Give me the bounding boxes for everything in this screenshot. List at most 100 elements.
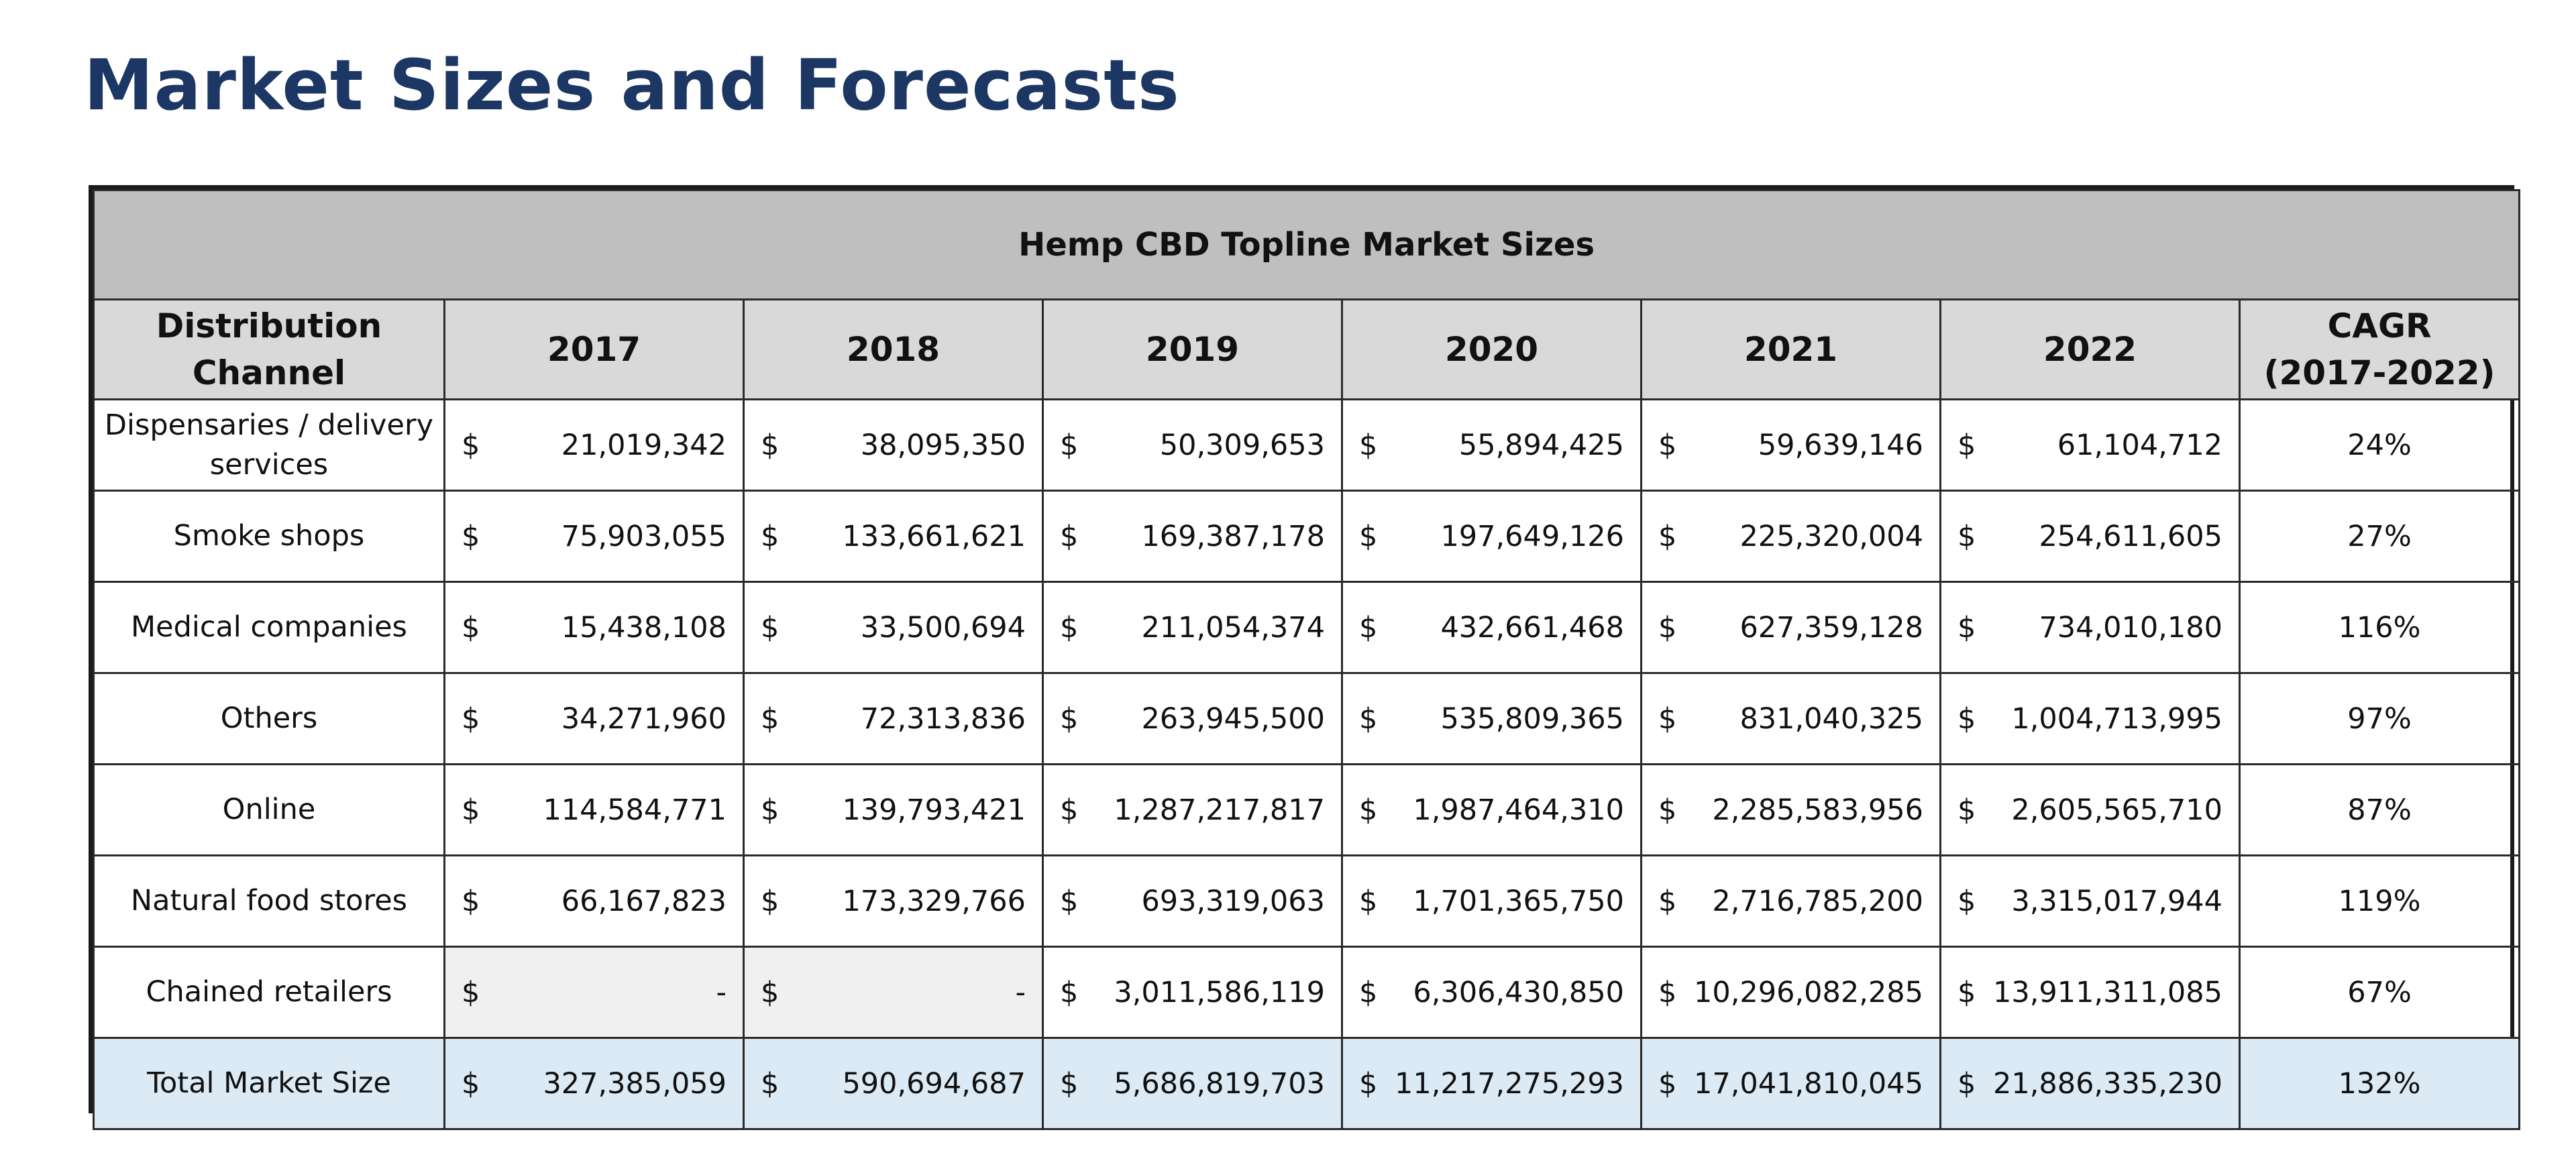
currency-symbol: $ xyxy=(761,610,780,645)
amount-value: 254,611,605 xyxy=(2039,519,2222,553)
currency-symbol: $ xyxy=(462,975,480,1009)
value-cell: $327,385,059 xyxy=(443,1037,745,1130)
currency-symbol: $ xyxy=(1658,884,1677,918)
value-cell: $1,004,713,995 xyxy=(1939,672,2241,765)
amount-value: 5,686,819,703 xyxy=(1114,1066,1325,1101)
value-cell: $114,584,771 xyxy=(443,763,745,856)
value-cell: $15,438,108 xyxy=(443,581,745,674)
value-cell: $2,605,565,710 xyxy=(1939,763,2241,856)
value-cell: $11,217,275,293 xyxy=(1341,1037,1642,1130)
value-cell: $263,945,500 xyxy=(1042,672,1343,765)
currency-symbol: $ xyxy=(462,519,480,553)
currency-symbol: $ xyxy=(1359,975,1378,1009)
value-cell: $535,809,365 xyxy=(1341,672,1642,765)
header-year-2022: 2022 xyxy=(1939,298,2241,400)
table-row: Online $114,584,771 $139,793,421 $1,287,217… xyxy=(93,763,2521,856)
currency-symbol: $ xyxy=(462,884,480,918)
amount-value: 21,019,342 xyxy=(561,428,727,462)
table-row: Chained retailers $ - $ - $3,011,586,119 $6,30… xyxy=(93,946,2521,1039)
channel-cell: Total Market Size xyxy=(93,1037,445,1130)
value-cell: $139,793,421 xyxy=(743,763,1044,856)
total-row: Total Market Size $327,385,059 $590,694,68… xyxy=(93,1037,2521,1130)
currency-symbol: $ xyxy=(761,702,780,736)
currency-symbol: $ xyxy=(761,884,780,918)
currency-symbol: $ xyxy=(1658,1066,1677,1101)
header-cagr-label: CAGR xyxy=(2327,306,2432,345)
value-cell: $34,271,960 xyxy=(443,672,745,765)
amount-value: 169,387,178 xyxy=(1141,519,1325,553)
amount-value: 211,054,374 xyxy=(1141,610,1325,645)
cagr-cell: 119% xyxy=(2238,854,2521,948)
currency-symbol: $ xyxy=(761,428,780,462)
currency-symbol: $ xyxy=(1359,1066,1378,1101)
header-year-2020: 2020 xyxy=(1341,298,1642,400)
currency-symbol: $ xyxy=(1359,428,1378,462)
table-title: Hemp CBD Topline Market Sizes xyxy=(92,189,2521,300)
value-cell: $61,104,712 xyxy=(1939,398,2241,492)
amount-value: 627,359,128 xyxy=(1739,610,1923,645)
amount-value: 13,911,311,085 xyxy=(1993,975,2222,1009)
amount-value: 225,320,004 xyxy=(1739,519,1923,553)
value-cell: $2,716,785,200 xyxy=(1640,854,1941,948)
value-cell: $ - xyxy=(443,946,745,1039)
value-cell: $1,287,217,817 xyxy=(1042,763,1343,856)
header-year-2021: 2021 xyxy=(1640,298,1941,400)
currency-symbol: $ xyxy=(1060,519,1079,553)
currency-symbol: $ xyxy=(1359,519,1378,553)
market-size-table: Hemp CBD Topline Market Sizes Distributi… xyxy=(92,189,2521,1130)
currency-symbol: $ xyxy=(1957,702,1976,736)
amount-value: 173,329,766 xyxy=(842,884,1026,918)
amount-value: 21,886,335,230 xyxy=(1993,1066,2222,1101)
amount-value: 197,649,126 xyxy=(1440,519,1624,553)
channel-cell: Natural food stores xyxy=(93,854,445,948)
currency-symbol: $ xyxy=(761,1066,780,1101)
amount-value: 432,661,468 xyxy=(1440,610,1624,645)
value-cell: $59,639,146 xyxy=(1640,398,1941,492)
amount-value: 1,004,713,995 xyxy=(2011,702,2222,736)
channel-cell: Online xyxy=(93,763,445,856)
value-cell: $1,987,464,310 xyxy=(1341,763,1642,856)
amount-value: 2,285,583,956 xyxy=(1712,793,1923,827)
value-cell: $831,040,325 xyxy=(1640,672,1941,765)
table-row: Medical companies $15,438,108 $33,500,694 $… xyxy=(93,581,2521,674)
header-year-2019: 2019 xyxy=(1042,298,1343,400)
cagr-cell: 116% xyxy=(2238,581,2521,674)
value-cell: $33,500,694 xyxy=(743,581,1044,674)
value-cell: $211,054,374 xyxy=(1042,581,1343,674)
value-cell: $734,010,180 xyxy=(1939,581,2241,674)
amount-value: 75,903,055 xyxy=(561,519,727,553)
value-cell: $3,011,586,119 xyxy=(1042,946,1343,1039)
value-cell: $ - xyxy=(743,946,1044,1039)
value-cell: $75,903,055 xyxy=(443,490,745,583)
cagr-cell: 97% xyxy=(2238,672,2521,765)
amount-value: 3,315,017,944 xyxy=(2011,884,2222,918)
amount-value: 15,438,108 xyxy=(561,610,727,645)
amount-value: 17,041,810,045 xyxy=(1694,1066,1923,1101)
currency-symbol: $ xyxy=(1060,610,1079,645)
value-cell: $21,886,335,230 xyxy=(1939,1037,2241,1130)
value-cell: $254,611,605 xyxy=(1939,490,2241,583)
currency-symbol: $ xyxy=(1957,793,1976,827)
currency-symbol: $ xyxy=(1359,610,1378,645)
amount-value: - xyxy=(716,975,727,1009)
amount-value: 11,217,275,293 xyxy=(1395,1066,1624,1101)
table-header-row: Distribution Channel 2017 2018 2019 2020… xyxy=(93,298,2521,400)
channel-cell: Dispensaries / delivery services xyxy=(93,398,445,492)
amount-value: 10,296,082,285 xyxy=(1694,975,1923,1009)
amount-value: 2,716,785,200 xyxy=(1712,884,1923,918)
value-cell: $5,686,819,703 xyxy=(1042,1037,1343,1130)
value-cell: $225,320,004 xyxy=(1640,490,1941,583)
page-title: Market Sizes and Forecasts xyxy=(84,44,1180,126)
value-cell: $173,329,766 xyxy=(743,854,1044,948)
amount-value: 831,040,325 xyxy=(1739,702,1923,736)
amount-value: 1,287,217,817 xyxy=(1114,793,1325,827)
value-cell: $169,387,178 xyxy=(1042,490,1343,583)
value-cell: $133,661,621 xyxy=(743,490,1044,583)
currency-symbol: $ xyxy=(1359,884,1378,918)
currency-symbol: $ xyxy=(1060,975,1079,1009)
value-cell: $693,319,063 xyxy=(1042,854,1343,948)
header-cagr: CAGR (2017-2022) xyxy=(2238,298,2521,400)
value-cell: $38,095,350 xyxy=(743,398,1044,492)
value-cell: $50,309,653 xyxy=(1042,398,1343,492)
header-year-2017: 2017 xyxy=(443,298,745,400)
